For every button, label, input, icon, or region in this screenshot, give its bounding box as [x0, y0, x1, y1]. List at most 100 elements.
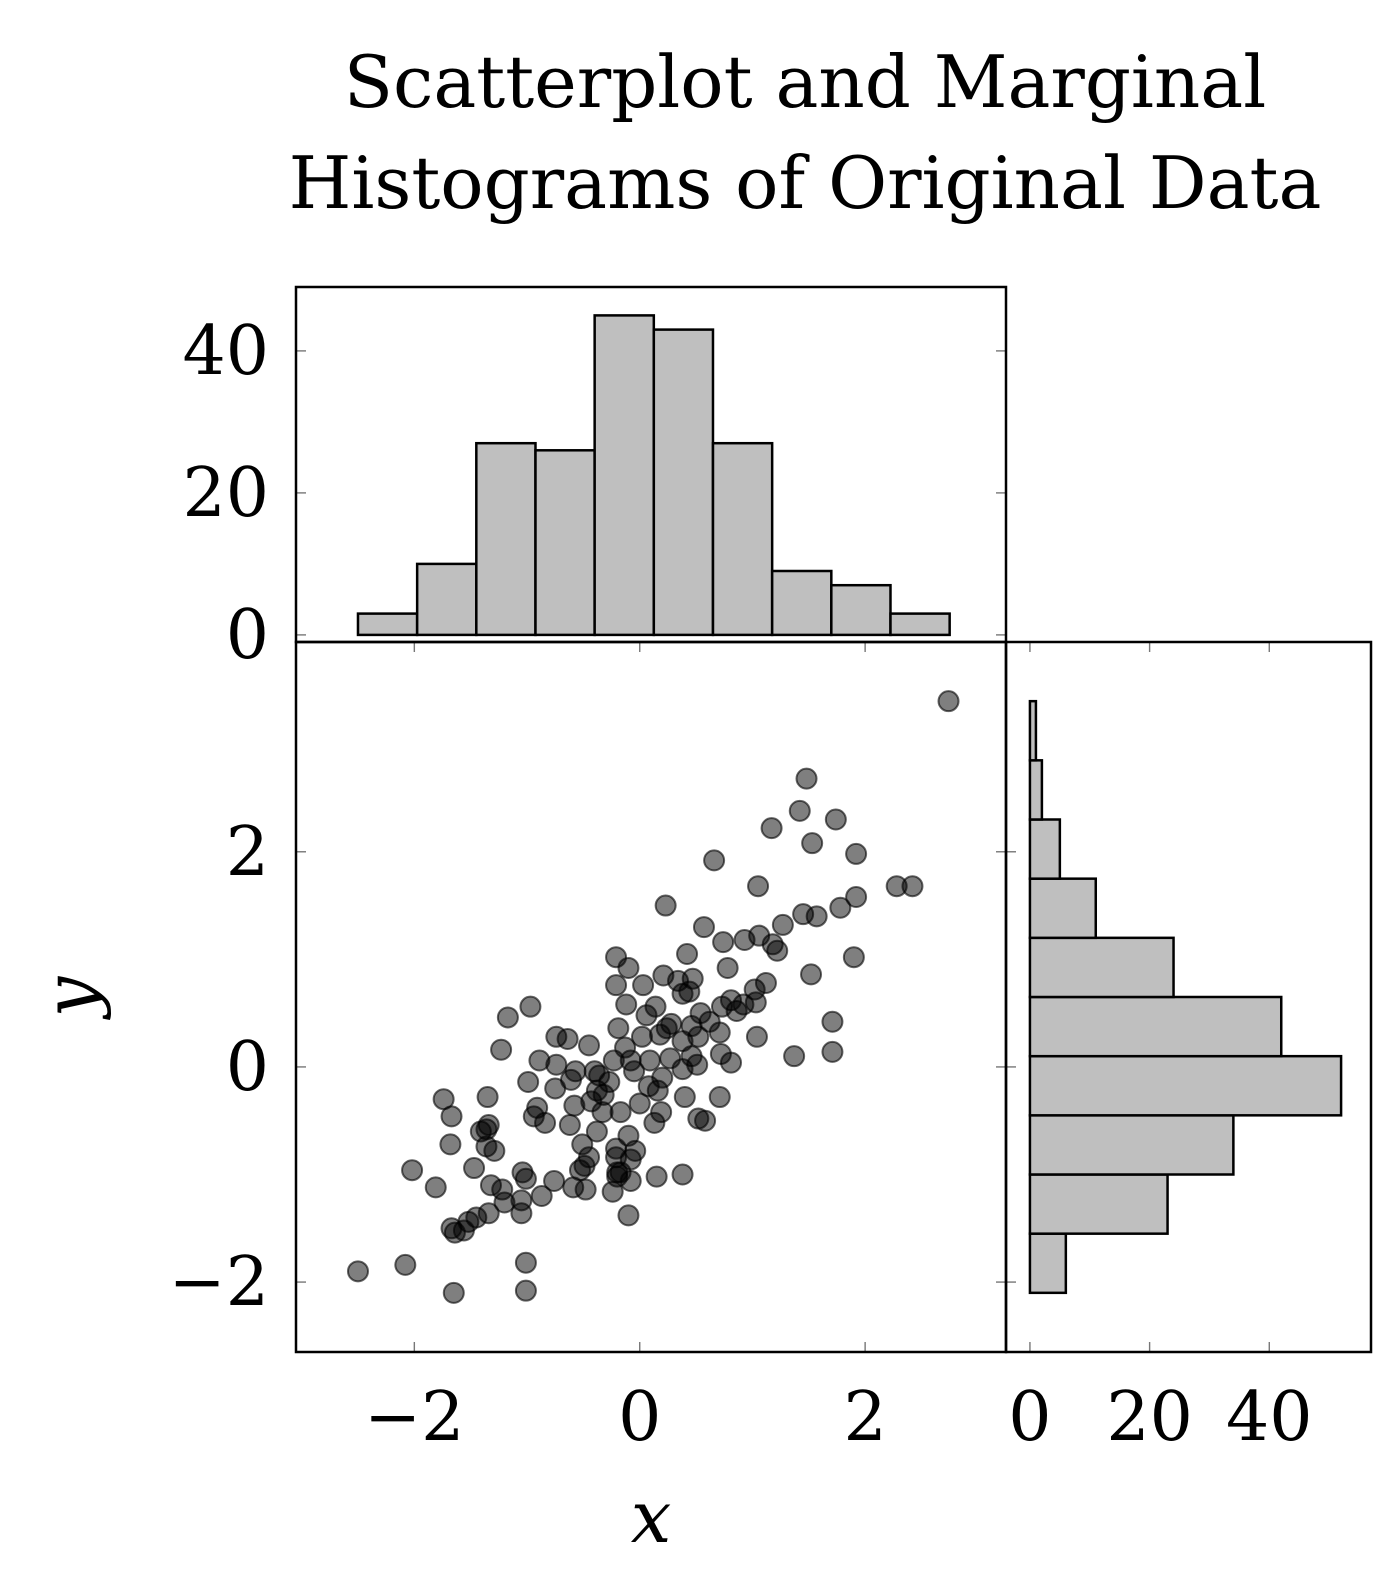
scatter-point	[534, 1111, 557, 1134]
scatter-point	[771, 913, 794, 936]
top-histogram-bar	[889, 612, 951, 637]
scatter-point	[585, 1120, 608, 1143]
scatter-point	[514, 1167, 537, 1190]
scatter-point	[783, 1045, 806, 1068]
scatter-point	[609, 1161, 632, 1184]
scatter-point	[394, 1253, 417, 1276]
scatter-point	[609, 1101, 632, 1124]
scatter-point	[712, 931, 735, 954]
scatter-point	[440, 1105, 463, 1128]
scatter-xtick-label: 0	[618, 1378, 661, 1457]
scatter-ytick-label: 2	[226, 813, 269, 892]
scatter-point	[605, 974, 628, 997]
top-histogram-bar	[711, 441, 774, 637]
right-histogram-bar	[1028, 877, 1098, 940]
scatter-point	[800, 963, 823, 986]
scatter-point	[630, 1025, 653, 1048]
scatter-point	[628, 1092, 651, 1115]
scatter-point	[708, 1086, 731, 1109]
right-histogram-xtick-label: 40	[1226, 1378, 1313, 1457]
scatter-point	[686, 1053, 709, 1076]
scatter-point	[842, 946, 865, 969]
scatter-point	[720, 1051, 743, 1074]
scatter-point	[708, 1021, 731, 1044]
scatter-point	[649, 1023, 672, 1046]
scatter-plot: −2 0 2 −2 0 2	[169, 642, 1006, 1457]
top-histogram-bar	[356, 612, 419, 637]
scatter-point	[346, 1260, 369, 1283]
scatter-point	[821, 1010, 844, 1033]
scatter-point	[514, 1279, 537, 1302]
scatter-xtick-label: −2	[364, 1378, 464, 1457]
right-histogram-bar	[1028, 1173, 1169, 1235]
scatter-point	[676, 942, 699, 965]
scatter-point	[703, 849, 726, 872]
scatter-point	[733, 928, 756, 951]
scatter-point	[463, 1157, 486, 1180]
scatter-point	[694, 1109, 717, 1132]
scatter-point	[632, 974, 655, 997]
top-histogram-bar	[593, 314, 656, 637]
scatter-point	[574, 1178, 597, 1201]
scatter-point	[645, 1165, 668, 1188]
scatter-point	[617, 1204, 640, 1227]
top-histogram-bar	[534, 449, 596, 637]
scatter-point	[591, 1101, 614, 1124]
scatter-point	[443, 1221, 466, 1244]
right-histogram: 0 20 40	[1006, 642, 1343, 1457]
scatter-point	[496, 1006, 519, 1029]
right-histogram-bar	[1028, 1232, 1068, 1295]
scatter-point	[607, 1017, 630, 1040]
top-histogram-bar	[770, 569, 833, 637]
scatter-point	[805, 905, 828, 928]
scatter-point	[602, 1049, 625, 1072]
scatter-point	[623, 1060, 646, 1083]
right-histogram-bar	[1028, 995, 1283, 1058]
scatter-point	[578, 1034, 601, 1057]
scatter-point	[795, 767, 818, 790]
scatter-point	[617, 956, 640, 979]
scatter-point	[615, 993, 638, 1016]
scatter-point	[624, 1139, 647, 1162]
right-histogram-xtick-label: 0	[1008, 1378, 1051, 1457]
scatter-point	[424, 1176, 447, 1199]
scatter-point	[543, 1169, 566, 1192]
chart-title-line-1: Scatterplot and Marginal	[344, 40, 1267, 124]
scatter-point	[824, 808, 847, 831]
scatter-point	[646, 1079, 669, 1102]
scatter-point	[845, 885, 868, 908]
scatter-xtick-label: 2	[843, 1378, 886, 1457]
top-histogram-bar	[652, 328, 715, 637]
right-histogram-bar	[1028, 1054, 1343, 1117]
right-histogram-xtick-label: 20	[1106, 1378, 1193, 1457]
scatter-point	[563, 1094, 586, 1117]
top-histogram-bar	[830, 583, 892, 637]
right-histogram-bar	[1028, 759, 1044, 821]
right-histogram-bar	[1028, 818, 1062, 880]
right-histogram-bar	[1028, 699, 1038, 762]
scatter-point	[643, 1111, 666, 1134]
scatter-point	[519, 995, 542, 1018]
chart-title-line-2: Histograms of Original Data	[289, 141, 1322, 225]
scatter-point	[514, 1251, 537, 1274]
scatter-point	[801, 832, 824, 855]
scatter-point	[601, 1180, 624, 1203]
scatter-point	[671, 982, 694, 1005]
scatter-point	[545, 1053, 568, 1076]
scatter-point	[673, 1086, 696, 1109]
top-histogram-ytick-label: 20	[182, 454, 269, 533]
scatter-point	[937, 690, 960, 713]
scatter-point	[821, 1040, 844, 1063]
scatter-point	[788, 799, 811, 822]
scatter-point	[747, 875, 770, 898]
top-histogram-bar	[415, 562, 478, 637]
x-axis-label: x	[631, 1475, 672, 1559]
top-histogram-ytick-label: 0	[226, 596, 269, 675]
scatter-point	[442, 1281, 465, 1304]
right-histogram-bar	[1028, 1114, 1235, 1176]
scatter-point	[654, 894, 677, 917]
scatter-point	[530, 1185, 553, 1208]
top-histogram: 0 20 40	[182, 312, 1006, 675]
scatter-ytick-label: 0	[226, 1028, 269, 1107]
